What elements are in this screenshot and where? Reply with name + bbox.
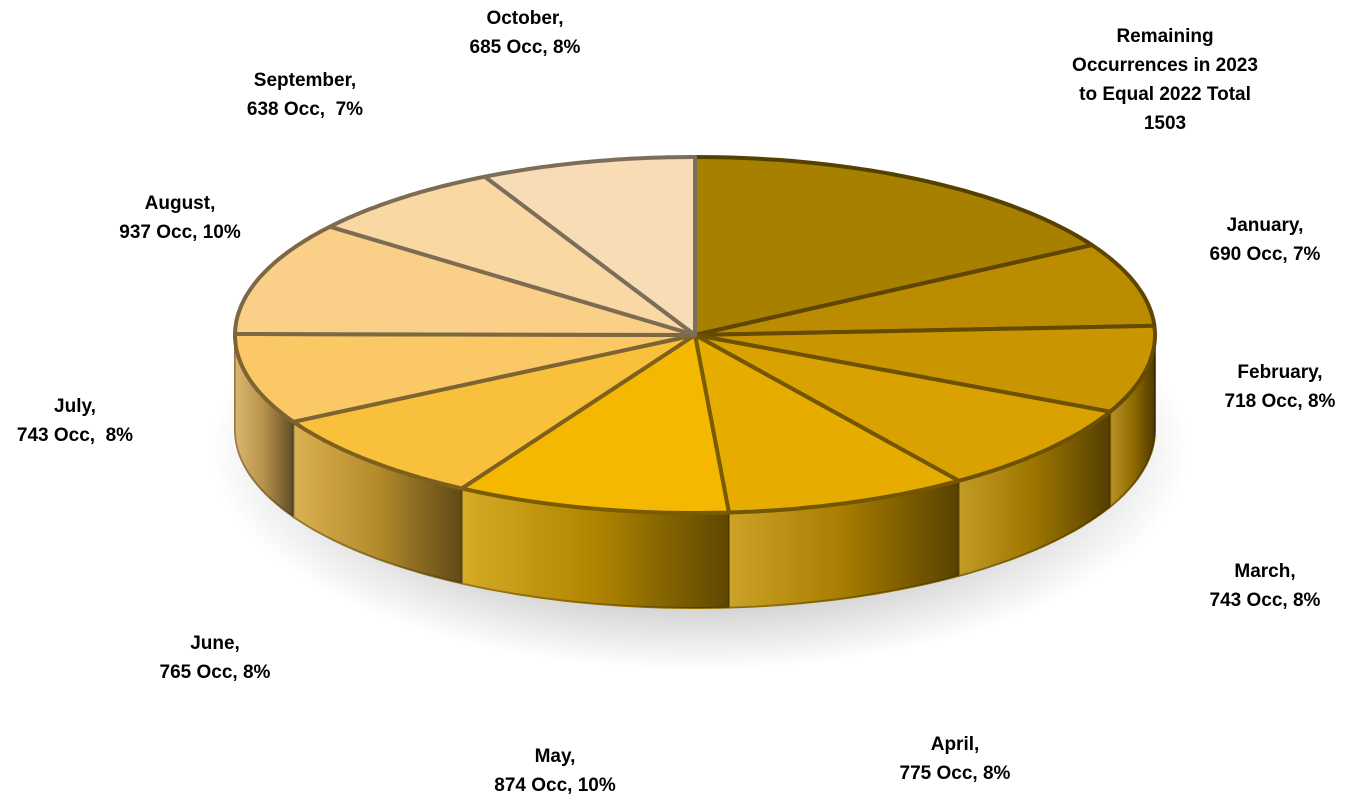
data-label-category: to Equal 2022 Total xyxy=(1079,84,1251,105)
data-label-category: October, xyxy=(486,8,563,29)
slice-side-shade xyxy=(728,480,959,608)
data-label-category: March, xyxy=(1234,561,1295,582)
slice-side-shade xyxy=(1110,335,1155,507)
data-label-category: July, xyxy=(54,396,96,417)
data-label-value: 743 Occ, 8% xyxy=(1210,590,1321,611)
slice xyxy=(291,333,697,491)
data-label-value: 690 Occ, 7% xyxy=(1210,244,1321,265)
data-label-category: Occurrences in 2023 xyxy=(1072,55,1258,76)
data-label-value: 765 Occ, 8% xyxy=(160,662,271,683)
slice xyxy=(693,333,1113,483)
data-label-value: 937 Occ, 10% xyxy=(119,222,241,243)
slice xyxy=(233,224,697,337)
data-label-value: 775 Occ, 8% xyxy=(900,763,1011,784)
data-label-category: May, xyxy=(535,746,576,767)
data-label-value: 718 Occ, 8% xyxy=(1225,391,1336,412)
data-label-value: 685 Occ, 8% xyxy=(470,37,581,58)
data-label-category: April, xyxy=(931,734,980,755)
data-label-value: 743 Occ, 8% xyxy=(17,425,133,446)
data-label-value: 638 Occ, 7% xyxy=(247,99,363,120)
data-label-category: Remaining xyxy=(1116,26,1213,47)
slice-side-shade xyxy=(958,411,1111,576)
data-label-category: September, xyxy=(254,70,356,91)
slice xyxy=(693,155,1094,337)
slice xyxy=(328,174,697,337)
data-label-category: August, xyxy=(145,193,216,214)
data-label-category: January, xyxy=(1227,215,1304,236)
data-label-category: June, xyxy=(190,633,240,654)
data-label-value: 874 Occ, 10% xyxy=(494,775,616,796)
data-label-value: 1503 xyxy=(1144,113,1186,134)
slice xyxy=(693,323,1157,414)
slice xyxy=(482,155,697,337)
data-label-category: February, xyxy=(1237,362,1322,383)
slice-side-shade xyxy=(293,421,462,584)
slice xyxy=(693,333,961,515)
slice xyxy=(693,243,1157,337)
slice xyxy=(233,332,697,424)
slice xyxy=(459,333,731,515)
slice-side-shade xyxy=(461,488,729,608)
